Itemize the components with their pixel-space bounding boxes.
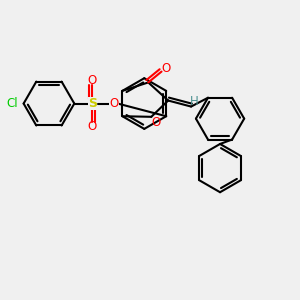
Text: O: O — [162, 62, 171, 75]
Text: O: O — [88, 74, 97, 87]
Text: O: O — [88, 120, 97, 133]
Text: O: O — [110, 97, 119, 110]
Text: S: S — [88, 97, 97, 110]
Text: O: O — [152, 116, 161, 129]
Text: Cl: Cl — [6, 97, 18, 110]
Text: H: H — [190, 95, 199, 108]
